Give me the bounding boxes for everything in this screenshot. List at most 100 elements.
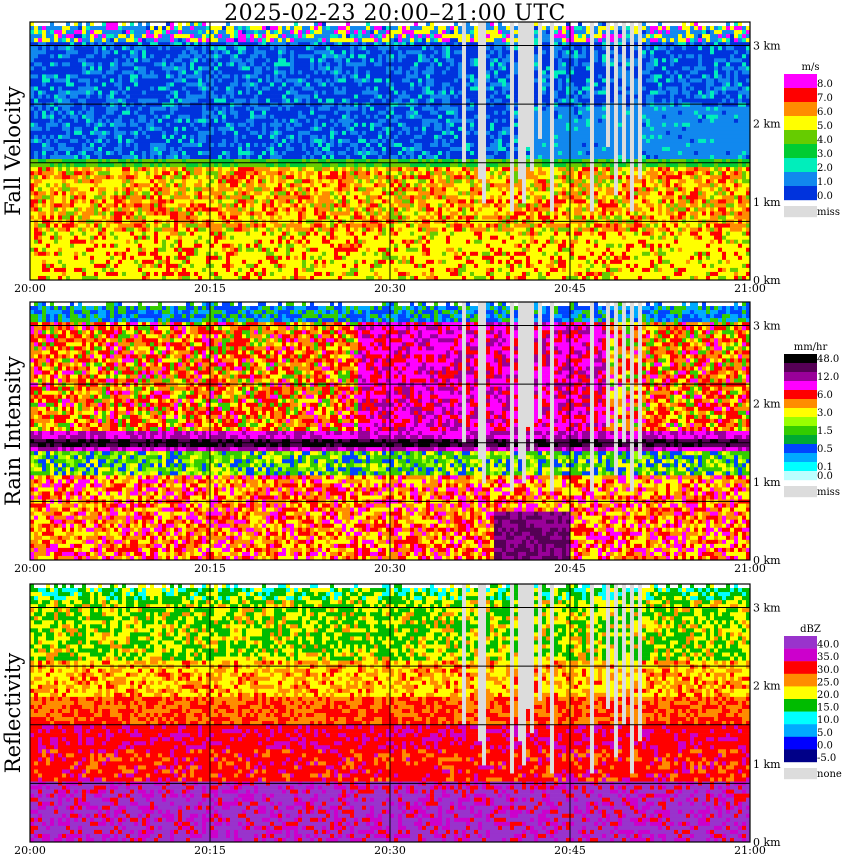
heatmap-cell	[302, 271, 307, 277]
heatmap-cell	[38, 163, 43, 168]
heatmap-cell	[62, 142, 67, 148]
heatmap-cell	[198, 251, 203, 257]
heatmap-cell	[70, 251, 75, 257]
heatmap-cell	[170, 187, 175, 192]
heatmap-cell	[126, 46, 131, 51]
heatmap-cell	[50, 187, 55, 192]
heatmap-cell	[142, 38, 147, 43]
heatmap-cell	[214, 227, 219, 232]
heatmap-cell	[166, 102, 171, 107]
heatmap-cell	[54, 54, 59, 59]
heatmap-cell	[222, 42, 227, 47]
heatmap-cell	[154, 98, 159, 103]
heatmap-cell	[238, 70, 243, 75]
heatmap-cell	[186, 179, 191, 184]
heatmap-cell	[98, 159, 103, 164]
heatmap-cell	[282, 159, 287, 164]
heatmap-cell	[34, 155, 39, 160]
heatmap-cell	[98, 38, 103, 43]
heatmap-cell	[182, 142, 187, 148]
heatmap-cell	[118, 155, 123, 160]
heatmap-cell	[318, 227, 323, 232]
heatmap-cell	[74, 98, 79, 103]
heatmap-cell	[226, 94, 231, 99]
heatmap-cell	[250, 34, 255, 39]
heatmap-cell	[46, 195, 51, 200]
heatmap-cell	[254, 66, 259, 71]
heatmap-cell	[258, 191, 263, 196]
heatmap-cell	[138, 70, 143, 75]
heatmap-cell	[278, 227, 283, 232]
heatmap-cell	[270, 275, 275, 281]
heatmap-cell	[70, 255, 75, 261]
heatmap-cell	[234, 239, 239, 245]
heatmap-cell	[126, 26, 131, 31]
heatmap-cell	[30, 146, 35, 152]
heatmap-cell	[262, 247, 267, 253]
heatmap-cell	[234, 167, 239, 172]
heatmap-cell	[270, 26, 275, 31]
heatmap-cell	[166, 26, 171, 31]
heatmap-cell	[222, 247, 227, 253]
heatmap-cell	[138, 106, 143, 111]
heatmap-cell	[74, 191, 79, 196]
heatmap-cell	[78, 179, 83, 184]
heatmap-cell	[118, 82, 123, 87]
heatmap-cell	[322, 255, 327, 261]
heatmap-cell	[102, 247, 107, 253]
heatmap-cell	[90, 267, 95, 273]
heatmap-cell	[66, 191, 71, 196]
heatmap-cell	[334, 126, 339, 132]
heatmap-cell	[198, 126, 203, 132]
heatmap-cell	[54, 142, 59, 148]
heatmap-cell	[90, 118, 95, 124]
heatmap-cell	[222, 94, 227, 99]
heatmap-cell	[178, 54, 183, 59]
heatmap-cell	[238, 78, 243, 83]
heatmap-cell	[130, 126, 135, 132]
heatmap-cell	[314, 159, 319, 164]
heatmap-cell	[170, 199, 175, 204]
heatmap-cell	[174, 159, 179, 164]
heatmap-cell	[74, 86, 79, 91]
heatmap-cell	[94, 98, 99, 103]
heatmap-cell	[46, 42, 51, 47]
heatmap-cell	[270, 191, 275, 196]
heatmap-cell	[218, 74, 223, 79]
heatmap-cell	[278, 122, 283, 128]
heatmap-cell	[302, 46, 307, 51]
heatmap-cell	[270, 271, 275, 277]
heatmap-cell	[66, 118, 71, 124]
heatmap-cell	[210, 247, 215, 253]
heatmap-cell	[338, 239, 343, 245]
heatmap-cell	[334, 247, 339, 253]
heatmap-cell	[274, 155, 279, 160]
heatmap-cell	[278, 62, 283, 67]
heatmap-cell	[298, 138, 303, 144]
heatmap-cell	[250, 195, 255, 200]
heatmap-cell	[110, 134, 115, 140]
heatmap-cell	[298, 211, 303, 216]
heatmap-cell	[66, 275, 71, 281]
heatmap-cell	[266, 30, 271, 35]
heatmap-cell	[142, 231, 147, 236]
heatmap-cell	[38, 134, 43, 140]
heatmap-cell	[150, 187, 155, 192]
heatmap-cell	[238, 122, 243, 128]
heatmap-cell	[258, 86, 263, 91]
heatmap-cell	[158, 118, 163, 124]
heatmap-cell	[122, 98, 127, 103]
heatmap-cell	[50, 215, 55, 220]
heatmap-cell	[174, 74, 179, 79]
heatmap-cell	[54, 267, 59, 273]
heatmap-cell	[50, 146, 55, 152]
heatmap-cell	[86, 243, 91, 249]
heatmap-cell	[170, 179, 175, 184]
heatmap-cell	[278, 223, 283, 228]
heatmap-cell	[294, 138, 299, 144]
heatmap-cell	[266, 90, 271, 95]
heatmap-cell	[290, 255, 295, 261]
heatmap-cell	[90, 82, 95, 87]
heatmap-cell	[142, 90, 147, 95]
heatmap-cell	[58, 203, 63, 208]
